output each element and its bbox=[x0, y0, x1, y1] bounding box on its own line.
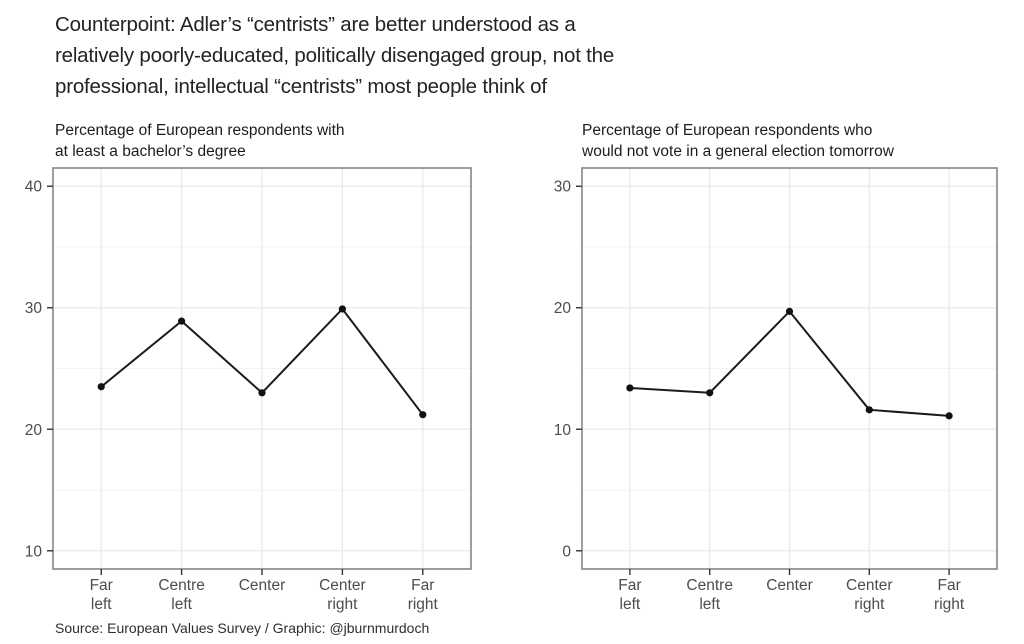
data-point bbox=[97, 383, 105, 391]
left-chart-subtitle: Percentage of European respondents with … bbox=[55, 121, 345, 162]
x-category-label: Far bbox=[937, 577, 960, 594]
right-chart-subtitle: Percentage of European respondents who w… bbox=[582, 121, 894, 162]
x-category-label: Center bbox=[239, 577, 286, 594]
data-point bbox=[338, 305, 346, 313]
data-point bbox=[945, 412, 953, 420]
x-category-label: Far bbox=[618, 577, 641, 594]
x-category-label: right bbox=[934, 596, 965, 613]
data-point bbox=[178, 317, 186, 325]
title-line-1: Counterpoint: Adler’s “centrists” are be… bbox=[55, 13, 576, 36]
right-chart-subtitle-line-1: Percentage of European respondents who bbox=[582, 122, 873, 139]
y-tick-label: 20 bbox=[554, 300, 572, 317]
x-category-label: Centre bbox=[686, 577, 733, 594]
x-category-label: Far bbox=[90, 577, 113, 594]
y-tick-label: 0 bbox=[562, 543, 571, 560]
x-category-label: right bbox=[408, 596, 439, 613]
page-title: Counterpoint: Adler’s “centrists” are be… bbox=[55, 9, 614, 102]
source-note: Source: European Values Survey / Graphic… bbox=[55, 620, 430, 636]
x-category-label: right bbox=[854, 596, 885, 613]
data-point bbox=[626, 384, 634, 392]
title-line-2: relatively poorly-educated, politically … bbox=[55, 44, 615, 67]
title-line-3: professional, intellectual “centrists” m… bbox=[55, 75, 547, 98]
x-category-label: Center bbox=[766, 577, 813, 594]
x-category-label: left bbox=[699, 596, 720, 613]
x-category-label: Center bbox=[846, 577, 893, 594]
left-chart-subtitle-line-1: Percentage of European respondents with bbox=[55, 122, 345, 139]
y-tick-label: 30 bbox=[25, 300, 43, 317]
x-category-label: left bbox=[171, 596, 192, 613]
y-tick-label: 10 bbox=[25, 543, 43, 560]
x-category-label: Center bbox=[319, 577, 366, 594]
data-point bbox=[706, 389, 714, 397]
data-point bbox=[865, 406, 873, 414]
x-category-label: Centre bbox=[158, 577, 205, 594]
y-tick-label: 10 bbox=[554, 422, 572, 439]
x-category-label: left bbox=[91, 596, 112, 613]
y-tick-label: 40 bbox=[25, 179, 43, 196]
x-category-label: right bbox=[327, 596, 358, 613]
x-category-label: Far bbox=[411, 577, 434, 594]
data-point bbox=[785, 307, 794, 315]
right-chart-subtitle-line-2: would not vote in a general election tom… bbox=[582, 142, 894, 160]
data-point bbox=[419, 411, 427, 419]
x-category-label: left bbox=[620, 596, 641, 613]
y-tick-label: 20 bbox=[25, 422, 43, 439]
left-chart-subtitle-line-2: at least a bachelor’s degree bbox=[55, 142, 246, 160]
y-tick-label: 30 bbox=[554, 179, 572, 196]
data-point bbox=[258, 389, 266, 397]
